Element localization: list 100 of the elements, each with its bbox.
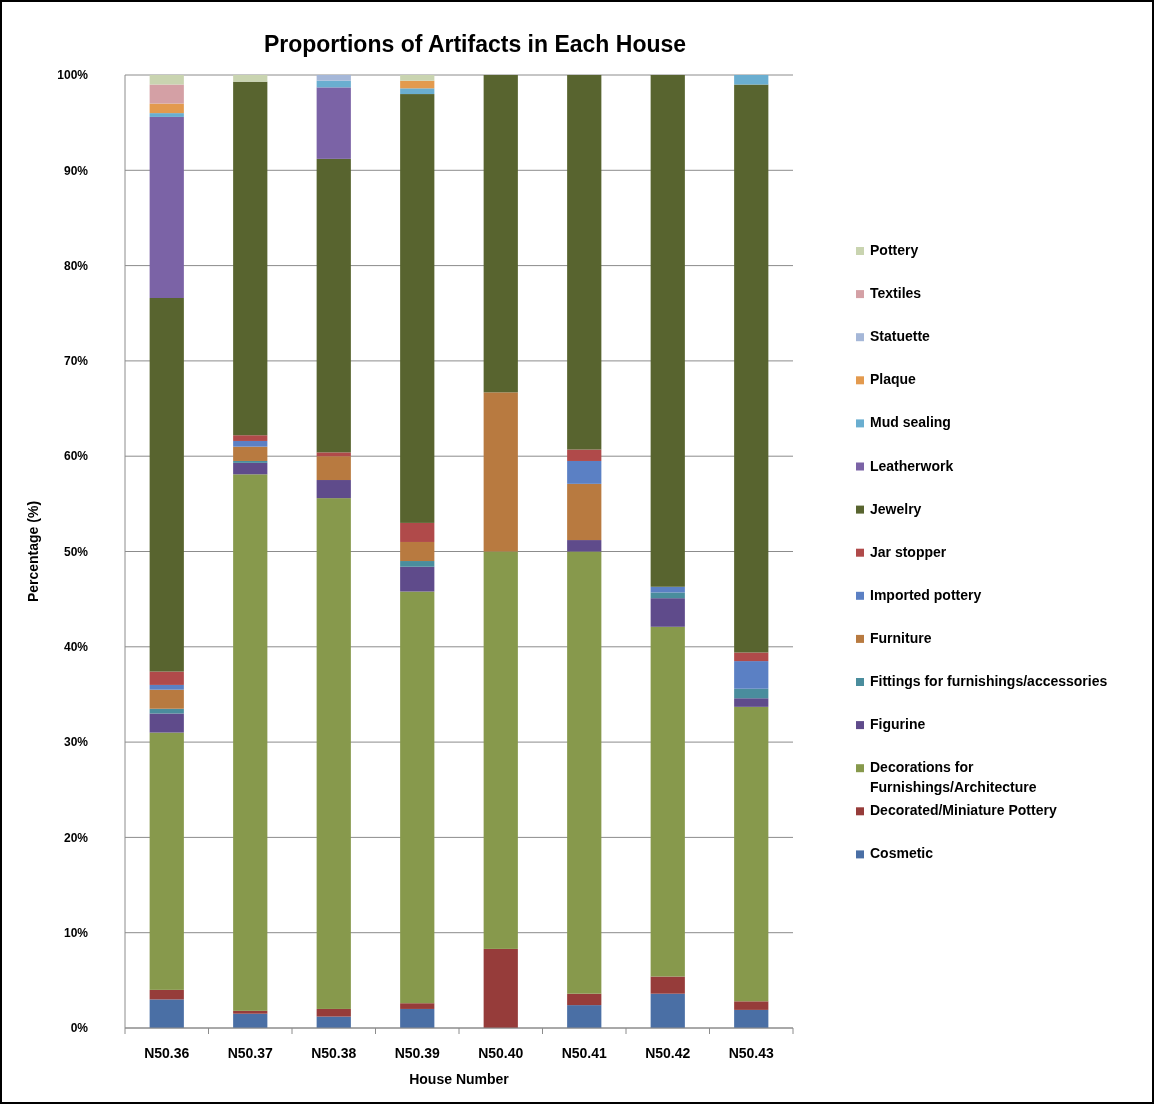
bar — [400, 566, 435, 592]
bar — [734, 688, 769, 699]
bar — [233, 462, 268, 475]
bar — [567, 993, 602, 1006]
x-axis-title: House Number — [409, 1071, 510, 1087]
legend-label: Imported pottery — [870, 586, 982, 603]
bar — [567, 449, 602, 461]
x-tick-label: N50.36 — [144, 1045, 190, 1061]
x-tick-label: N50.40 — [478, 1045, 524, 1061]
y-tick-label: 30% — [63, 735, 89, 750]
legend-label: Jewelry — [870, 500, 922, 517]
x-tick-label: N50.37 — [227, 1045, 274, 1061]
legend-label: Plaque — [870, 371, 917, 388]
y-tick-label: 70% — [63, 354, 89, 369]
bar — [650, 626, 685, 977]
bar — [316, 480, 351, 499]
bar — [316, 75, 351, 81]
bar — [233, 1010, 268, 1014]
bar — [149, 999, 184, 1028]
bar — [483, 75, 518, 393]
bar — [734, 84, 769, 653]
bar — [400, 522, 435, 542]
bar — [233, 75, 268, 82]
y-tick-label: 0% — [70, 1021, 89, 1036]
legend-label: Textiles — [870, 285, 922, 302]
bar — [316, 158, 351, 453]
bar — [149, 116, 184, 298]
bar — [149, 84, 184, 104]
bar — [400, 561, 435, 567]
bar — [316, 498, 351, 1009]
legend-label: Pottery — [870, 242, 919, 258]
bar — [567, 540, 602, 552]
bar — [400, 88, 435, 95]
bar — [400, 94, 435, 523]
bar — [734, 706, 769, 1002]
legend-label: Figurine — [870, 716, 926, 733]
bar — [233, 435, 268, 441]
y-tick-label: 100% — [57, 68, 89, 83]
bar — [483, 551, 518, 949]
bar — [400, 1003, 435, 1009]
bar — [483, 392, 518, 552]
y-tick-label: 10% — [63, 925, 89, 940]
bar — [316, 456, 351, 481]
legend-label: Cosmetic — [870, 845, 934, 862]
bar — [734, 1009, 769, 1028]
bar — [149, 689, 184, 709]
x-tick-label: N50.41 — [561, 1045, 608, 1061]
legend-label: Decorations for Furnishings/Architecture — [870, 759, 1037, 796]
bar — [400, 591, 435, 1004]
bar — [567, 483, 602, 541]
x-tick-label: N50.43 — [728, 1045, 775, 1061]
y-tick-label: 90% — [63, 163, 89, 178]
bar — [567, 1005, 602, 1028]
y-tick-label: 40% — [63, 640, 89, 654]
legend-label: Mud sealing — [870, 414, 951, 431]
bar — [149, 671, 184, 685]
legend-label: Leatherwork — [870, 457, 954, 474]
bar — [233, 474, 268, 1011]
x-tick-label: N50.39 — [394, 1045, 441, 1061]
bar — [316, 87, 351, 159]
bar — [567, 75, 602, 450]
bar — [149, 713, 184, 733]
bar — [483, 948, 518, 1028]
bar — [149, 684, 184, 690]
y-tick-label: 60% — [63, 449, 89, 464]
x-tick-label: N50.38 — [311, 1045, 357, 1061]
x-tick-label: N50.42 — [645, 1045, 691, 1061]
legend-label: Statuette — [870, 328, 931, 345]
bar — [567, 460, 602, 484]
bar — [734, 661, 769, 689]
bar — [149, 298, 184, 672]
bar — [149, 989, 184, 1000]
bar — [650, 75, 685, 587]
bar — [149, 103, 184, 114]
bar — [233, 446, 268, 461]
bar — [149, 708, 184, 714]
bar — [400, 541, 435, 562]
bar — [650, 592, 685, 599]
bar — [734, 698, 769, 707]
bar — [734, 1001, 769, 1010]
legend-label: Jar stopper — [870, 543, 947, 560]
y-tick-label: 50% — [63, 544, 89, 559]
y-tick-label: 20% — [63, 830, 89, 845]
y-axis-title: Percentage (%) — [25, 500, 41, 603]
bar — [400, 75, 435, 81]
bar — [316, 452, 351, 457]
chart-title: Proportions of Artifacts in Each House — [263, 31, 687, 57]
bar — [734, 75, 769, 85]
bar — [149, 113, 184, 117]
bar — [149, 732, 184, 990]
bar — [400, 80, 435, 89]
bar — [233, 440, 268, 447]
bar — [734, 652, 769, 662]
bar — [233, 1013, 268, 1029]
bar — [567, 551, 602, 994]
legend-label: Decorated/Miniature Pottery — [870, 802, 1057, 819]
bar — [650, 976, 685, 994]
bar — [316, 1008, 351, 1017]
bar — [400, 1008, 435, 1028]
bar — [149, 75, 184, 85]
